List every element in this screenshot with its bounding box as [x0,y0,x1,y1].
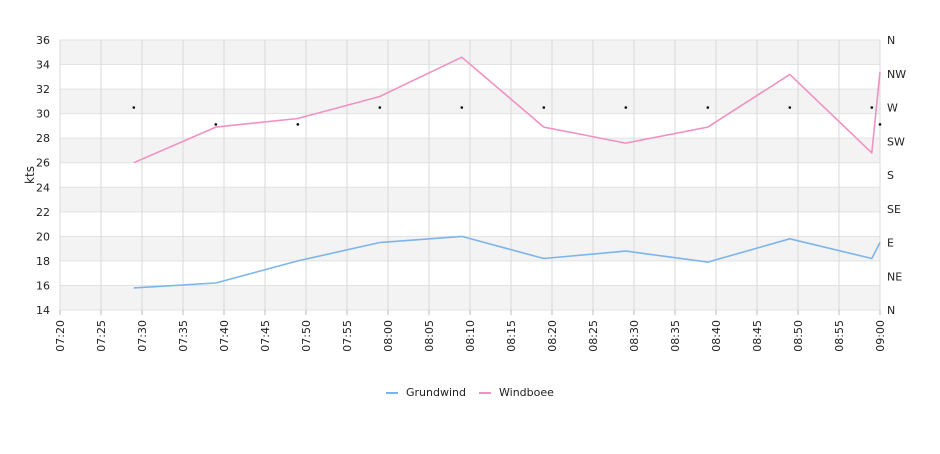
direction-point [132,106,136,109]
direction-point [296,123,300,126]
y2-tick-label: S [887,169,894,182]
y2-tick-label: N [887,34,895,47]
y-tick-label: 14 [36,304,50,317]
y-tick-label: 26 [36,157,50,170]
y-tick-label: 28 [36,132,50,145]
y2-tick-label: W [887,102,898,115]
legend-label: Windboee [499,386,554,399]
x-tick-label: 08:20 [546,320,559,352]
x-tick-label: 08:30 [628,320,641,352]
series-line-windboee [133,56,881,164]
direction-point [878,123,882,126]
direction-point [706,106,710,109]
y2-tick-label: NW [887,68,906,81]
x-tick-label: 07:50 [300,320,313,352]
y2-tick-label: SE [887,203,901,216]
direction-point [542,106,546,109]
y-tick-label: 16 [36,279,50,292]
direction-point [788,106,792,109]
x-tick-label: 08:45 [751,320,764,352]
x-tick-label: 07:55 [341,320,354,352]
direction-point [378,106,382,109]
y2-tick-label: N [887,304,895,317]
legend-item-grundwind[interactable]: Grundwind [386,386,466,399]
y2-tick-label: E [887,237,894,250]
y-tick-label: 34 [36,59,50,72]
direction-point [460,106,464,109]
y-tick-label: 20 [36,230,50,243]
x-tick-label: 07:45 [259,320,272,352]
x-tick-label: 08:50 [792,320,805,352]
y-tick-label: 32 [36,83,50,96]
x-tick-label: 08:10 [464,320,477,352]
y-tick-label: 36 [36,34,50,47]
y-tick-label: 18 [36,255,50,268]
x-tick-label: 08:25 [587,320,600,352]
y-axis-title: kts [23,166,37,184]
x-tick-label: 08:15 [505,320,518,352]
x-tick-label: 09:00 [874,320,887,352]
x-tick-label: 08:00 [382,320,395,352]
y2-tick-label: NE [887,270,902,283]
x-tick-label: 07:30 [136,320,149,352]
y2-tick-label: SW [887,135,905,148]
x-tick-label: 08:55 [833,320,846,352]
x-tick-label: 08:05 [423,320,436,352]
series-line-grundwind [133,235,881,289]
y-tick-label: 22 [36,206,50,219]
legend-label: Grundwind [406,386,466,399]
y-tick-label: 24 [36,181,50,194]
direction-point [870,106,874,109]
direction-point [214,123,218,126]
direction-point [624,106,628,109]
x-tick-label: 07:35 [177,320,190,352]
legend-item-windboee[interactable]: Windboee [479,386,554,399]
x-tick-label: 07:40 [218,320,231,352]
y-tick-label: 30 [36,108,50,121]
x-tick-label: 08:35 [669,320,682,352]
x-tick-label: 07:25 [95,320,108,352]
x-tick-label: 08:40 [710,320,723,352]
x-tick-label: 07:20 [54,320,67,352]
